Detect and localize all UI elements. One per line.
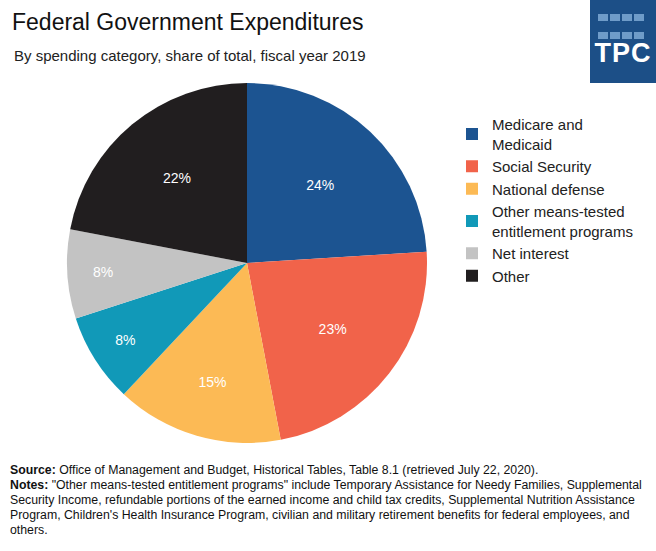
svg-text:8%: 8% — [115, 332, 135, 348]
svg-text:8%: 8% — [93, 264, 113, 280]
svg-text:Other means-testedentitlement: Other means-testedentitlement programs — [492, 203, 633, 240]
html-text:TPC: TPC — [594, 38, 652, 68]
svg-text:Medicare andMedicaid: Medicare andMedicaid — [492, 116, 583, 153]
svg-text:Federal Government Expenditure: Federal Government Expenditures — [12, 9, 364, 35]
svg-text:22%: 22% — [163, 170, 191, 186]
html-text:Notes: "Other means-tested ent: Notes: "Other means-tested entitlement p… — [10, 478, 642, 537]
svg-text:23%: 23% — [319, 321, 347, 337]
svg-text:National defense: National defense — [492, 181, 605, 198]
svg-text:Net interest: Net interest — [492, 245, 570, 262]
svg-text:Other: Other — [492, 268, 530, 285]
svg-text:By spending category, share of: By spending category, share of total, fi… — [14, 47, 366, 64]
html-text:Source: Office of Management a: Source: Office of Management and Budget,… — [10, 463, 539, 477]
svg-text:15%: 15% — [198, 374, 226, 390]
svg-text:Social Security: Social Security — [492, 158, 592, 175]
svg-text:24%: 24% — [306, 177, 334, 193]
